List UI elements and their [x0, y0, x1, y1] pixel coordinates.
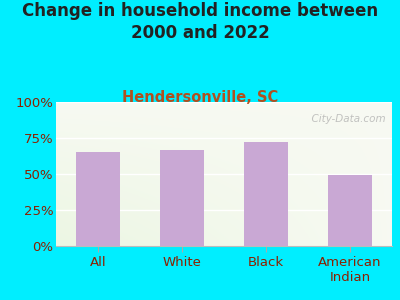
- Bar: [328, 176, 372, 246]
- Text: Change in household income between
2000 and 2022: Change in household income between 2000 …: [22, 2, 378, 42]
- Bar: [76, 152, 120, 246]
- Text: Hendersonville, SC: Hendersonville, SC: [122, 90, 278, 105]
- Bar: [160, 149, 204, 246]
- Bar: [244, 142, 288, 246]
- Text: City-Data.com: City-Data.com: [305, 114, 385, 124]
